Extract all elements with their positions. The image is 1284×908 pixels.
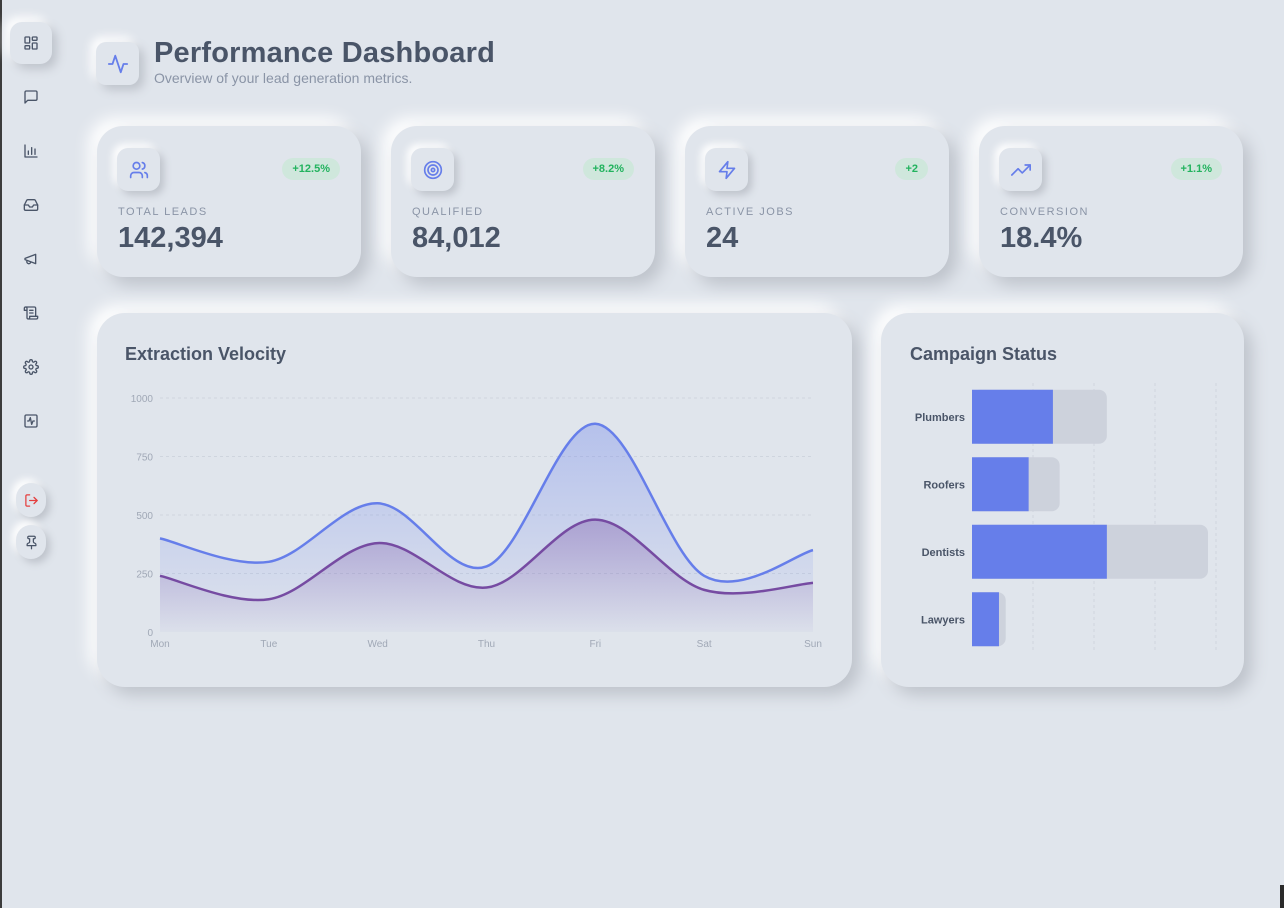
x-tick-label: Sat — [697, 639, 712, 650]
bar-progress — [972, 592, 999, 647]
stat-card-qualified: +8.2% QUALIFIED 84,012 — [391, 126, 655, 277]
series-2-area — [160, 519, 813, 632]
stat-icon-box — [411, 148, 454, 191]
x-tick-label: Fri — [589, 639, 601, 650]
x-tick-label: Mon — [150, 639, 169, 650]
y-tick-label: 500 — [136, 511, 153, 522]
category-label: Lawyers — [921, 614, 965, 626]
stat-card-active-jobs: +2 ACTIVE JOBS 24 — [685, 126, 949, 277]
extraction-velocity-panel: Extraction Velocity 0 250 500 750 1000 Mon Tue… — [97, 313, 852, 687]
stat-change-badge: +12.5% — [282, 158, 340, 180]
target-icon — [423, 160, 442, 179]
activity-icon — [107, 54, 128, 73]
y-tick-label: 750 — [136, 453, 153, 464]
trending-up-icon — [1010, 163, 1031, 176]
category-label: Dentists — [922, 547, 965, 559]
series-2-line — [159, 518, 814, 602]
sidebar-item-activity[interactable] — [10, 400, 52, 442]
page-subtitle: Overview of your lead generation metrics… — [154, 70, 413, 86]
activity-icon — [24, 414, 38, 428]
inbox-icon — [23, 199, 39, 211]
series-1-line — [159, 422, 814, 583]
window-frame-left — [0, 0, 2, 908]
sidebar-item-inbox[interactable] — [10, 184, 52, 226]
stat-value: 24 — [706, 222, 739, 254]
stat-change-badge: +2 — [895, 158, 928, 180]
bar-progress — [972, 524, 1107, 579]
window-frame-right-edge — [1280, 885, 1284, 908]
stat-card-total-leads: +12.5% TOTAL LEADS 142,394 — [97, 126, 361, 277]
sidebar-item-messages[interactable] — [10, 76, 52, 118]
bar-progress — [972, 457, 1029, 512]
stat-icon-box — [999, 148, 1042, 191]
bar-progress — [972, 389, 1053, 444]
x-tick-label: Thu — [478, 639, 495, 650]
scroll-icon — [23, 306, 39, 320]
pin-icon — [26, 535, 36, 549]
users-icon — [129, 161, 148, 178]
bar-chart-icon — [24, 144, 38, 158]
extraction-velocity-chart: 0 250 500 750 1000 Mon Tue Wed Thu Fri Sat Sun — [131, 394, 822, 650]
dashboard-icon — [24, 36, 38, 50]
panel-title: Extraction Velocity — [125, 344, 287, 364]
stat-label: TOTAL LEADS — [118, 206, 208, 218]
chat-icon — [24, 90, 38, 104]
page-title: Performance Dashboard — [154, 37, 496, 69]
campaign-status-chart: Plumbers Roofers Dentists Lawyers — [915, 383, 1217, 653]
stat-label: CONVERSION — [1000, 206, 1089, 218]
stat-change-badge: +1.1% — [1170, 158, 1222, 180]
x-tick-label: Tue — [260, 639, 277, 650]
stat-value: 18.4% — [1000, 222, 1083, 254]
y-tick-label: 1000 — [131, 394, 154, 405]
stat-value: 84,012 — [412, 222, 501, 254]
category-label: Plumbers — [915, 412, 965, 424]
stat-change-badge: +8.2% — [582, 158, 634, 180]
window-frame-right — [1280, 0, 1284, 908]
sidebar-item-logs[interactable] — [10, 292, 52, 334]
sidebar — [2, 0, 60, 908]
stat-value: 142,394 — [118, 222, 223, 254]
megaphone-icon — [24, 253, 37, 265]
x-tick-label: Sun — [804, 639, 822, 650]
sidebar-item-dashboard[interactable] — [10, 22, 52, 64]
stat-label: QUALIFIED — [412, 206, 484, 218]
campaign-status-panel: Campaign Status Plumbers Roofers Dentists L… — [881, 313, 1244, 687]
sidebar-item-settings[interactable] — [10, 346, 52, 388]
y-tick-label: 250 — [136, 570, 153, 581]
sidebar-item-campaigns[interactable] — [10, 238, 52, 280]
logout-button[interactable] — [16, 483, 46, 517]
header-icon-box — [96, 42, 139, 85]
sidebar-item-analytics[interactable] — [10, 130, 52, 172]
panel-title: Campaign Status — [910, 344, 1058, 364]
stat-icon-box — [117, 148, 160, 191]
stat-card-conversion: +1.1% CONVERSION 18.4% — [979, 126, 1243, 277]
stat-label: ACTIVE JOBS — [706, 206, 795, 218]
y-tick-label: 0 — [147, 628, 153, 639]
pin-button[interactable] — [16, 525, 46, 559]
settings-icon — [23, 359, 39, 375]
zap-icon — [718, 160, 735, 179]
stat-icon-box — [705, 148, 748, 191]
x-tick-label: Wed — [367, 639, 387, 650]
category-label: Roofers — [923, 479, 965, 491]
logout-icon — [24, 493, 38, 507]
